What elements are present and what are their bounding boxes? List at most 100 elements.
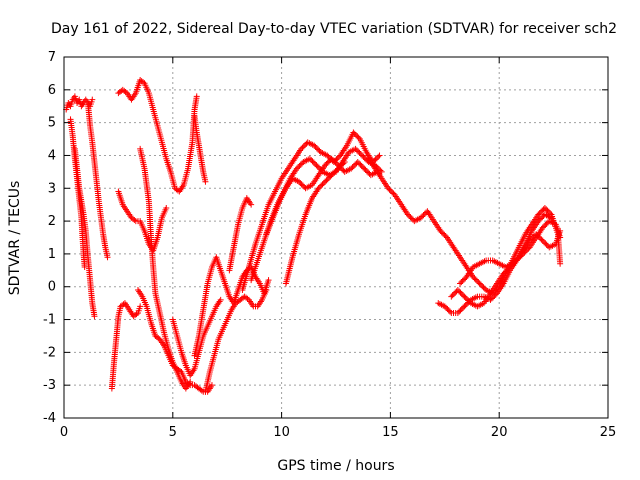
data-point [336, 164, 343, 171]
data-point [472, 276, 479, 283]
data-point [306, 155, 313, 162]
data-point [120, 301, 127, 308]
data-point [543, 220, 550, 227]
data-point [475, 279, 482, 286]
series-trace-q [263, 155, 381, 238]
data-point [557, 227, 564, 234]
data-point [536, 216, 543, 223]
plot-border [63, 56, 609, 419]
data-point [320, 180, 327, 187]
data-point [510, 259, 517, 266]
data-point [463, 296, 470, 303]
chart-title: Day 161 of 2022, Sidereal Day-to-day VTE… [51, 21, 617, 37]
data-point [419, 213, 426, 220]
data-point [326, 174, 333, 181]
x-axis-label: GPS time / hours [277, 458, 394, 474]
data-point [476, 280, 483, 287]
data-point [543, 241, 550, 248]
data-point [299, 144, 306, 151]
data-point [407, 214, 414, 221]
data-point [361, 165, 368, 172]
data-point [316, 183, 323, 190]
data-point [312, 143, 319, 150]
data-point [302, 141, 309, 148]
data-point [324, 176, 331, 183]
x-tick-label: 5 [169, 425, 177, 440]
data-point [545, 208, 552, 215]
data-point [541, 239, 548, 246]
data-point [322, 178, 329, 185]
data-point [315, 185, 322, 192]
data-point [514, 255, 521, 262]
data-point [471, 275, 478, 282]
data-point [362, 166, 369, 173]
data-point [458, 279, 465, 286]
data-point [312, 160, 319, 167]
data-point [535, 233, 542, 240]
data-point [323, 177, 330, 184]
data-point [539, 207, 546, 214]
data-point [297, 161, 304, 168]
data-point [539, 237, 546, 244]
data-point [445, 307, 452, 314]
data-point [372, 156, 379, 163]
data-point [323, 160, 330, 167]
data-point [328, 155, 335, 162]
series-trace-v [457, 211, 555, 287]
data-point [460, 292, 467, 299]
series-trace-g [115, 76, 200, 195]
data-point [408, 215, 415, 222]
data-point [461, 303, 468, 310]
data-point [89, 96, 96, 103]
data-point [363, 156, 370, 163]
data-point [202, 178, 209, 185]
data-point [539, 214, 546, 221]
data-point [454, 309, 461, 316]
data-point [459, 277, 466, 284]
data-point [533, 231, 540, 238]
data-point [297, 180, 304, 187]
data-point [358, 162, 365, 169]
data-point [542, 240, 549, 247]
data-point [353, 132, 360, 139]
data-point [300, 143, 307, 150]
data-point [457, 280, 464, 287]
data-point [457, 307, 464, 314]
data-point [341, 159, 348, 166]
data-point [324, 152, 331, 159]
data-point [490, 294, 497, 301]
data-point [440, 230, 447, 237]
y-tick-label: 6 [48, 83, 56, 98]
data-point [458, 306, 465, 313]
data-point [155, 335, 162, 342]
data-point [389, 189, 396, 196]
x-tick-label: 20 [491, 425, 508, 440]
data-point [444, 306, 451, 313]
data-point [174, 187, 181, 194]
data-point [376, 152, 383, 159]
data-point [348, 165, 355, 172]
x-tick-label: 15 [382, 425, 399, 440]
data-point [327, 173, 334, 180]
series-trace-d [84, 99, 111, 261]
data-point [309, 158, 316, 165]
data-point [313, 145, 320, 152]
data-point [331, 169, 338, 176]
data-point [441, 303, 448, 310]
data-point [356, 160, 363, 167]
data-point [315, 146, 322, 153]
data-point [448, 293, 455, 300]
data-point [349, 164, 356, 171]
data-point [350, 162, 357, 169]
series-trace-m [191, 254, 272, 359]
data-point [350, 129, 357, 136]
data-points [63, 76, 564, 395]
data-point [193, 93, 200, 100]
data-point [450, 290, 457, 297]
series-trace-t [435, 218, 564, 316]
data-point [104, 254, 111, 261]
data-point [133, 311, 140, 318]
data-point [460, 276, 467, 283]
y-tick-label: -2 [43, 345, 56, 360]
